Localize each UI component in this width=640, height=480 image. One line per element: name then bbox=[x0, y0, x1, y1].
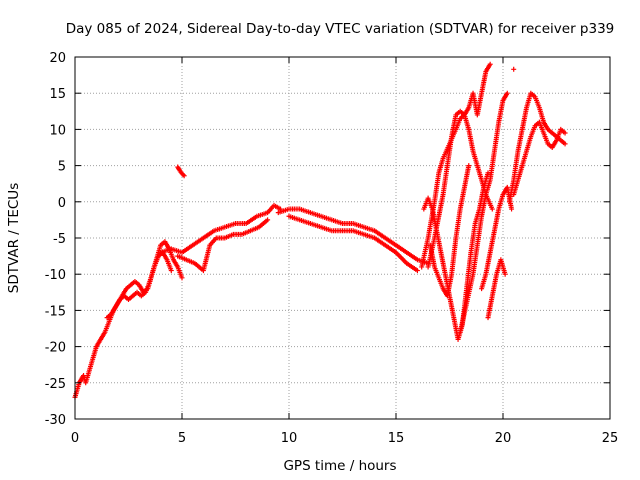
y-tick-label: 0 bbox=[58, 196, 66, 211]
y-tick-label: 15 bbox=[49, 87, 66, 102]
y-tick-label: 20 bbox=[49, 51, 66, 66]
data-point bbox=[466, 163, 472, 169]
data-point bbox=[414, 268, 420, 274]
y-tick-label: -25 bbox=[45, 377, 66, 392]
data-point bbox=[562, 130, 568, 136]
data-marks bbox=[72, 61, 568, 400]
y-tick-label: -15 bbox=[45, 304, 66, 319]
data-point bbox=[181, 173, 187, 179]
x-tick-label: 10 bbox=[281, 431, 298, 446]
x-tick-label: 5 bbox=[178, 431, 186, 446]
chart-title: Day 085 of 2024, Sidereal Day-to-day VTE… bbox=[66, 21, 615, 37]
grid bbox=[75, 57, 610, 419]
data-point bbox=[511, 66, 517, 72]
x-tick-label: 20 bbox=[495, 431, 512, 446]
data-point bbox=[504, 90, 510, 96]
x-tick-label: 0 bbox=[71, 431, 79, 446]
x-tick-label: 15 bbox=[388, 431, 405, 446]
data-point bbox=[265, 217, 271, 223]
x-axis-label: GPS time / hours bbox=[283, 458, 396, 474]
axis-ticks: 0 5 10 15 20 25 -30 -25 -20 -15 -10 -5 0 5 10 15 20 bbox=[45, 51, 619, 446]
y-tick-label: 5 bbox=[58, 160, 66, 175]
data-point bbox=[487, 61, 493, 67]
data-point bbox=[502, 271, 508, 277]
y-tick-label: 10 bbox=[49, 123, 66, 138]
data-point bbox=[489, 206, 495, 212]
y-tick-label: -20 bbox=[45, 341, 66, 356]
data-point bbox=[179, 275, 185, 281]
y-tick-label: -10 bbox=[45, 268, 66, 283]
data-point bbox=[562, 141, 568, 147]
y-axis-label: SDTVAR / TECUs bbox=[6, 183, 22, 293]
data-point bbox=[168, 268, 174, 274]
y-tick-label: -30 bbox=[45, 413, 66, 428]
x-tick-label: 25 bbox=[602, 431, 619, 446]
y-tick-label: -5 bbox=[53, 232, 66, 247]
data-point bbox=[509, 206, 515, 212]
